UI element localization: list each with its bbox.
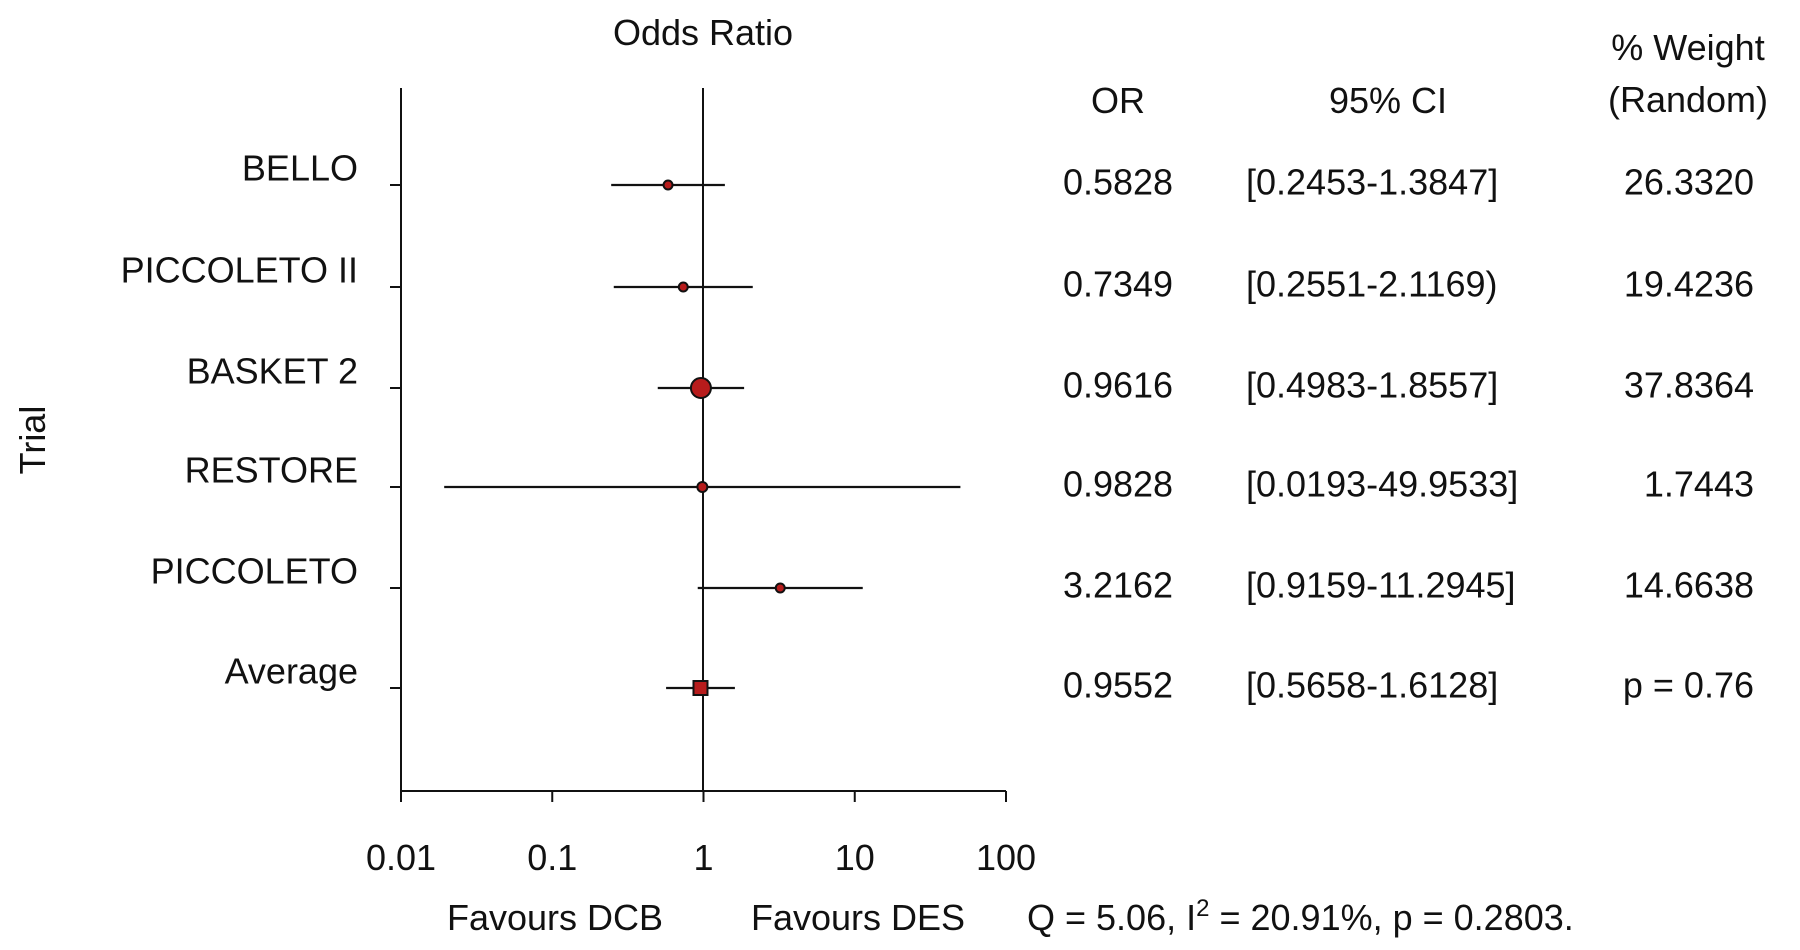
ci-value: [0.0193-49.9533] — [1246, 464, 1518, 505]
x-tick-label: 1 — [693, 837, 713, 878]
trial-row: Average 0.9552 [0.5658-1.6128] p = 0.76 — [225, 651, 1754, 706]
trial-label: RESTORE — [185, 450, 358, 491]
favours-right-label: Favours DES — [751, 897, 965, 938]
x-tick-label: 100 — [976, 837, 1036, 878]
point-estimate-marker — [677, 281, 689, 293]
or-value: 0.9616 — [1063, 365, 1173, 406]
x-tick-label: 10 — [835, 837, 875, 878]
trial-label: PICCOLETO — [151, 551, 358, 592]
het-sup: 2 — [1196, 895, 1209, 922]
header-or: OR — [1091, 80, 1145, 121]
trial-row: BELLO 0.5828 [0.2453-1.3847] 26.3320 — [242, 148, 1754, 203]
header-weight-2: (Random) — [1608, 79, 1768, 120]
or-value: 0.9552 — [1063, 665, 1173, 706]
x-tick-label: 0.01 — [366, 837, 436, 878]
or-value: 0.9828 — [1063, 464, 1173, 505]
trial-row: BASKET 2 0.9616 [0.4983-1.8557] 37.8364 — [187, 351, 1754, 406]
header-weight-1: % Weight — [1611, 27, 1764, 68]
trial-row: RESTORE 0.9828 [0.0193-49.9533] 1.7443 — [185, 450, 1754, 505]
ci-value: [0.9159-11.2945] — [1246, 565, 1516, 606]
trial-label: BELLO — [242, 148, 358, 189]
ci-value: [0.2551-2.1169) — [1246, 264, 1498, 305]
chart-title: Odds Ratio — [613, 12, 793, 53]
trial-label: PICCOLETO II — [121, 250, 358, 291]
point-estimate-marker — [696, 481, 709, 493]
pooled-estimate-marker — [692, 680, 709, 696]
y-axis-label: Trial — [12, 406, 53, 475]
or-value: 0.7349 — [1063, 264, 1173, 305]
weight-value: p = 0.76 — [1623, 665, 1754, 706]
weight-value: 26.3320 — [1624, 162, 1754, 203]
weight-value: 1.7443 — [1644, 464, 1754, 505]
trial-label: Average — [225, 651, 358, 692]
point-estimate-marker — [689, 377, 712, 399]
weight-value: 37.8364 — [1624, 365, 1754, 406]
trial-label: BASKET 2 — [187, 351, 358, 392]
weight-value: 14.6638 — [1624, 565, 1754, 606]
het-prefix: Q = 5.06, I — [1027, 897, 1196, 938]
trial-row: PICCOLETO II 0.7349 [0.2551-2.1169) 19.4236 — [121, 250, 1754, 305]
x-tick-label: 0.1 — [527, 837, 577, 878]
or-value: 3.2162 — [1063, 565, 1173, 606]
favours-left-label: Favours DCB — [447, 897, 663, 938]
het-suffix: = 20.91%, p = 0.2803. — [1209, 897, 1573, 938]
weight-value: 19.4236 — [1624, 264, 1754, 305]
or-value: 0.5828 — [1063, 162, 1173, 203]
ci-value: [0.5658-1.6128] — [1246, 665, 1498, 706]
ci-value: [0.2453-1.3847] — [1246, 162, 1498, 203]
trial-row: PICCOLETO 3.2162 [0.9159-11.2945] 14.6638 — [151, 551, 1754, 606]
point-estimate-marker — [774, 582, 786, 594]
ci-value: [0.4983-1.8557] — [1246, 365, 1498, 406]
point-estimate-marker — [662, 179, 674, 191]
heterogeneity-stats: Q = 5.06, I2 = 20.91%, p = 0.2803. — [1027, 895, 1574, 938]
header-ci: 95% CI — [1329, 80, 1447, 121]
